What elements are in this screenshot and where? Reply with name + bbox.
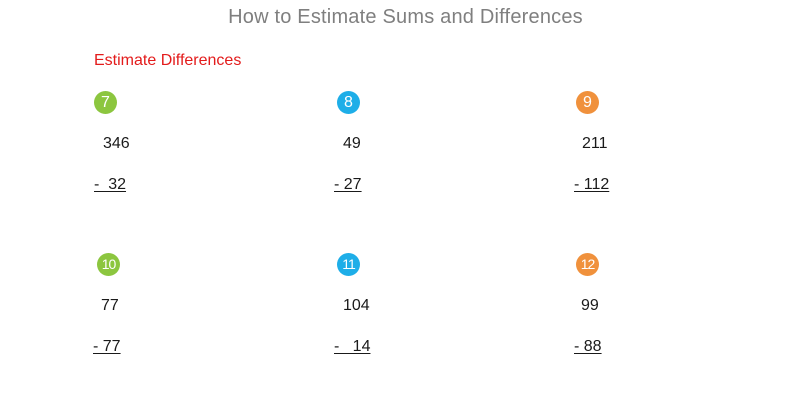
subtrahend: - 112	[574, 176, 610, 193]
problem-9: 9 211 - 112	[574, 91, 696, 201]
minuend: 104	[343, 297, 370, 314]
problem-number-badge: 7	[94, 91, 117, 114]
problem-number-badge: 10	[97, 253, 120, 276]
subtrahend: - 88	[574, 338, 602, 355]
minuend: 211	[582, 135, 608, 152]
minuend: 99	[581, 297, 599, 314]
minuend: 346	[103, 135, 130, 152]
section-heading: Estimate Differences	[94, 52, 242, 69]
subtrahend: - 77	[93, 338, 121, 355]
problem-number-badge: 8	[337, 91, 360, 114]
problem-number-badge: 9	[576, 91, 599, 114]
subtrahend: - 32	[94, 176, 127, 193]
problem-11: 11 104 - 14	[334, 253, 457, 363]
page-title: How to Estimate Sums and Differences	[228, 6, 583, 28]
problem-12: 12 99 - 88	[574, 253, 696, 363]
subtrahend: - 14	[334, 338, 371, 355]
problem-number-badge: 11	[337, 253, 360, 276]
minuend: 49	[343, 135, 361, 152]
problem-10: 10 77 - 77	[93, 253, 217, 363]
subtrahend: - 27	[334, 176, 362, 193]
problem-8: 8 49 - 27	[334, 91, 457, 201]
minuend: 77	[101, 297, 119, 314]
problem-number-badge: 12	[576, 253, 599, 276]
problem-7: 7 346 - 32	[94, 91, 214, 201]
